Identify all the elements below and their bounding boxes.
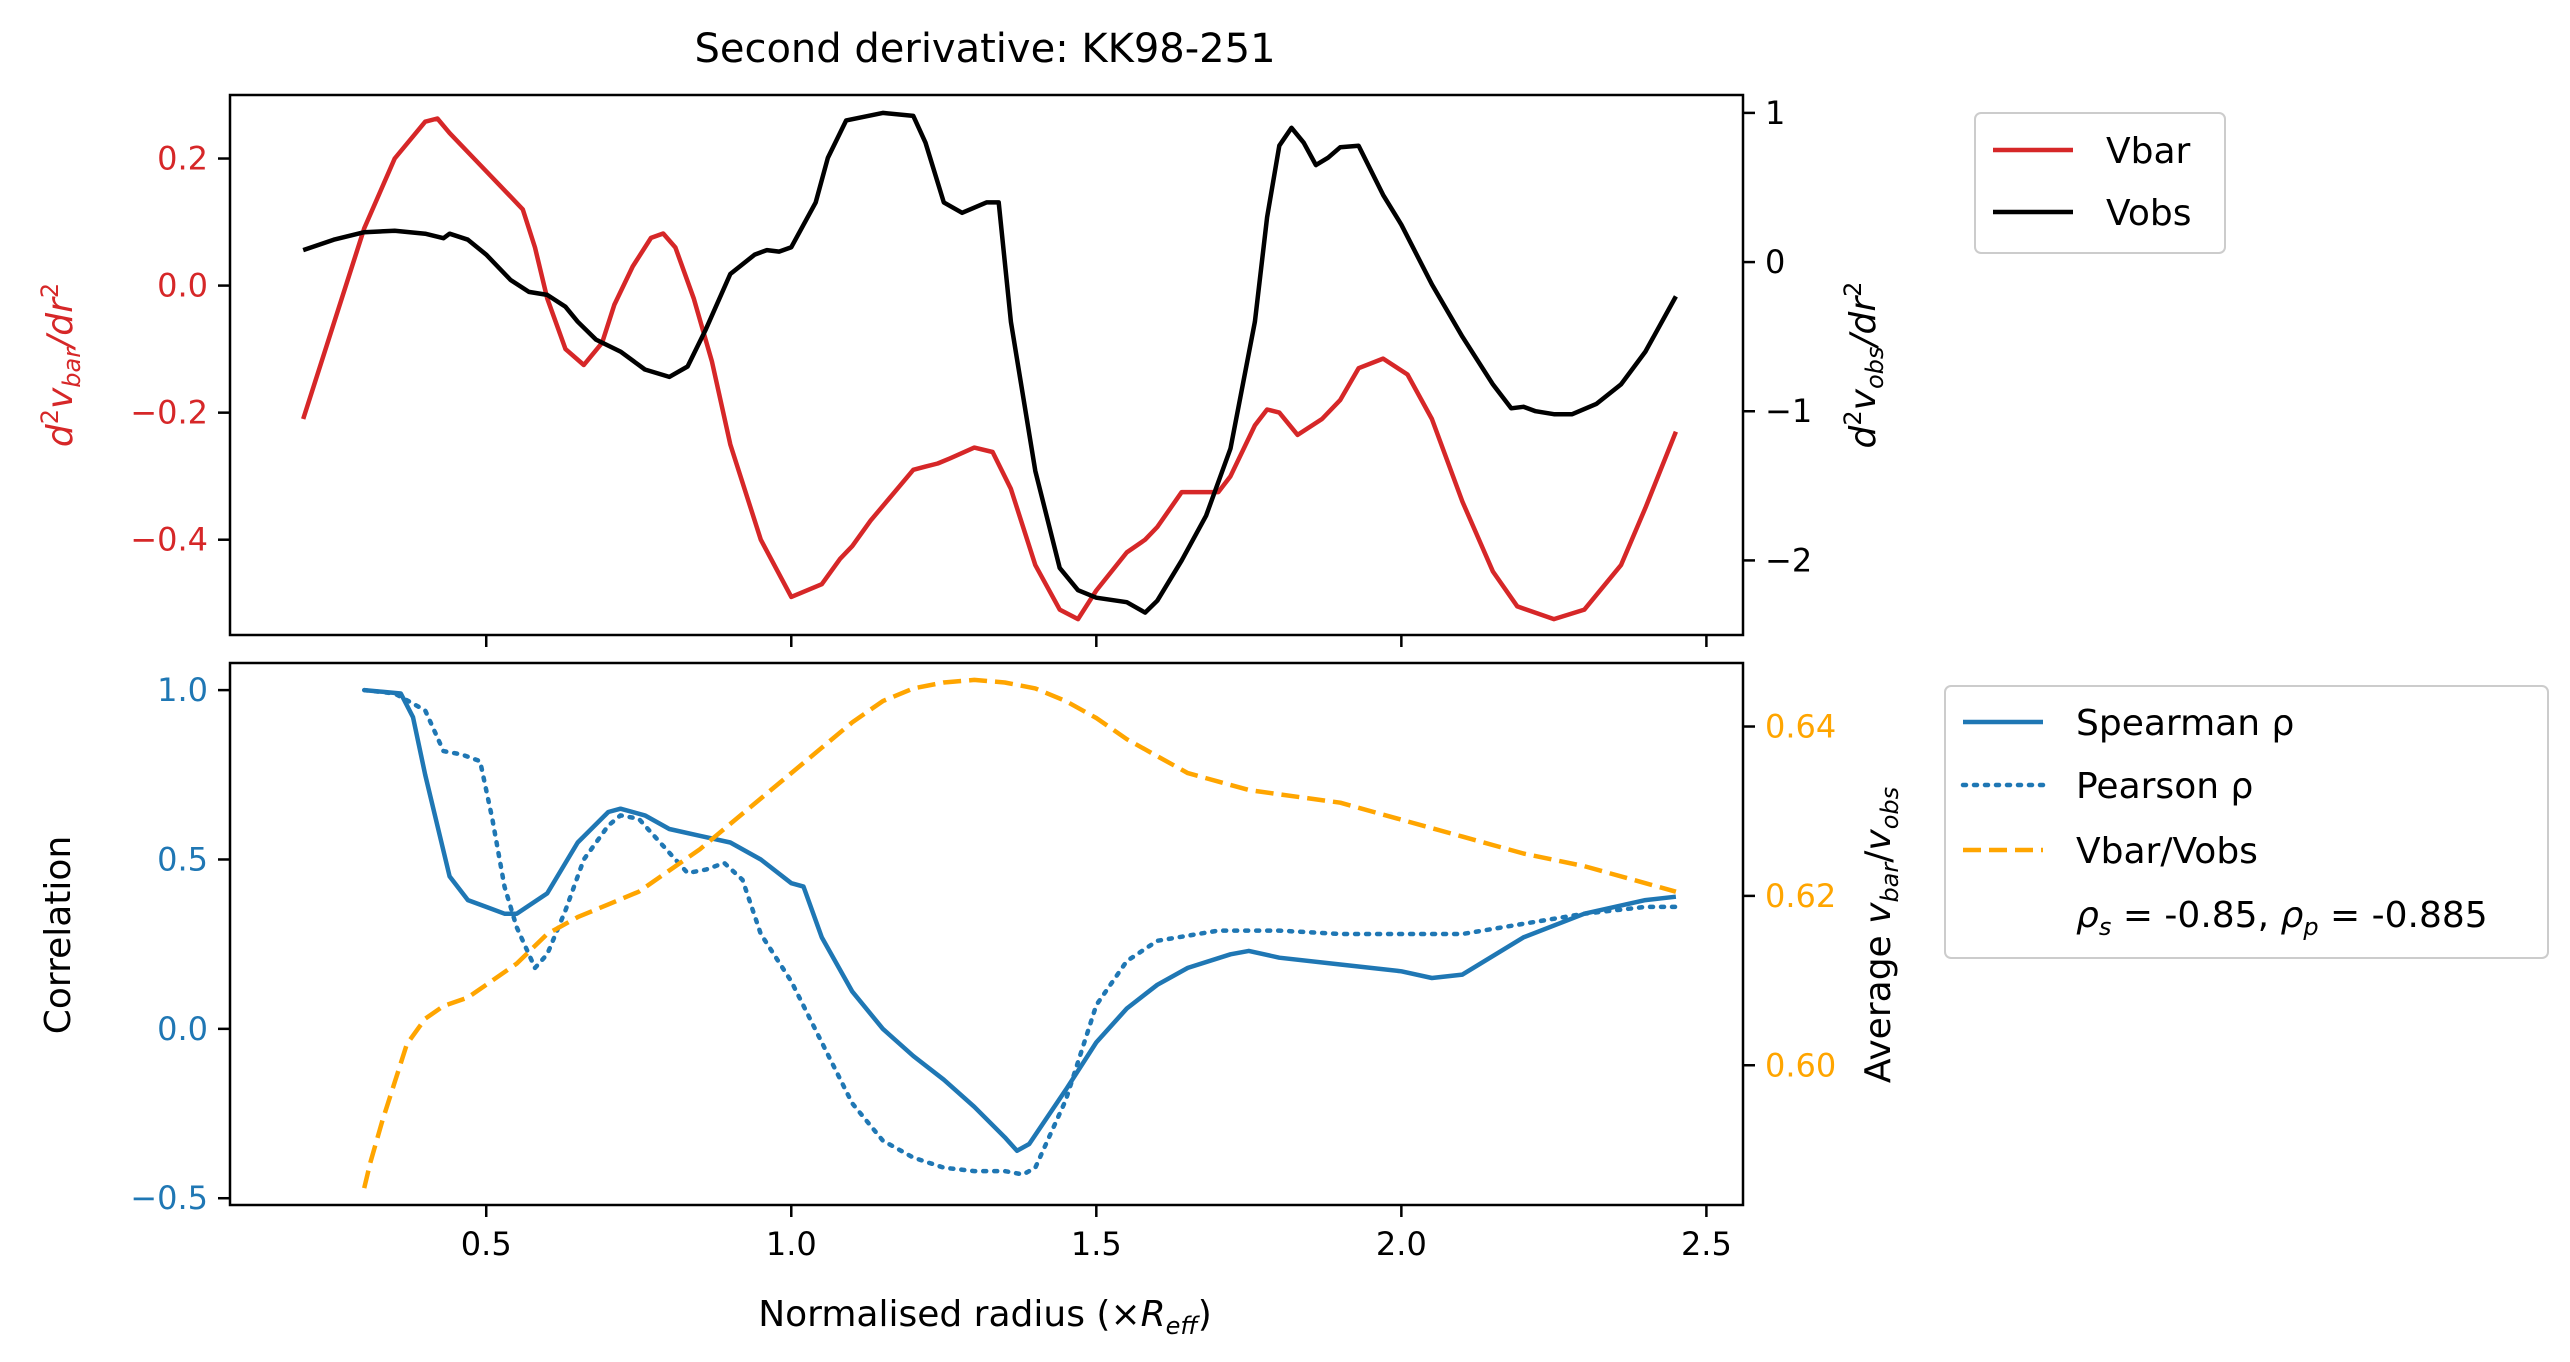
top-panel: 0.2 0.0 −0.2 −0.4 1 0 −1 −2 d2vbar/dr2 d2vobs/… — [36, 93, 2226, 647]
right-tick-label: 0 — [1765, 243, 1785, 281]
series-line-vbar — [301, 116, 1678, 622]
bottom-left-y-ticks: 1.0 0.5 0.0 −0.5 — [130, 671, 230, 1217]
figure-title: Second derivative: KK98-251 — [694, 26, 1275, 72]
top-left-y-ticks: 0.2 0.0 −0.2 −0.4 — [130, 140, 230, 559]
top-right-y-ticks: 1 0 −1 −2 — [1743, 94, 1812, 579]
top-x-ticks — [484, 635, 1708, 647]
legend-entry-vbar-vobs: Vbar/Vobs — [1963, 831, 2258, 872]
x-tick-label: 0.5 — [461, 1225, 512, 1263]
legend-entry-vobs: Vobs — [1993, 193, 2191, 234]
right-tick-label: 0.62 — [1765, 877, 1836, 915]
bottom-panel: 0.5 1.0 1.5 2.0 2.5 1.00.50.0−0.5 0.640.620.… — [38, 661, 2549, 1340]
left-tick-label: −0.5 — [130, 1179, 208, 1217]
legend-label-vbar: Vbar — [2106, 131, 2191, 172]
left-tick-label: 0.0 — [157, 1010, 208, 1048]
right-tick-label: 0.64 — [1765, 708, 1836, 746]
legend-correlation-stats: ρs = -0.85, ρp = -0.885 — [2076, 895, 2488, 941]
left-tick-label: 0.2 — [157, 140, 208, 178]
bottom-axes-frame — [228, 661, 1745, 1207]
series-line-vobs — [302, 110, 1678, 615]
legend-label-vobs: Vobs — [2106, 193, 2191, 234]
legend-label-spearman: Spearman ρ — [2076, 703, 2294, 744]
bottom-plot-lines — [361, 677, 1679, 1189]
x-axis-label: Normalised radius (×Reff) — [758, 1294, 1212, 1340]
right-tick-label: 0.60 — [1765, 1046, 1836, 1084]
series-line-spearman- — [363, 687, 1677, 1154]
top-right-axis-label: d2vobs/dr2 — [1839, 282, 1889, 449]
x-tick-label: 2.5 — [1681, 1225, 1732, 1263]
legend-entry-pearson: Pearson ρ — [1960, 766, 2253, 807]
bottom-right-y-ticks: 0.64 0.62 0.60 — [1743, 708, 1836, 1084]
right-tick-label: 1 — [1765, 94, 1785, 132]
left-tick-label: 0.0 — [157, 267, 208, 305]
top-axes-frame — [228, 93, 1745, 637]
legend-label-pearson: Pearson ρ — [2076, 766, 2253, 807]
legend-label-vbar-vobs: Vbar/Vobs — [2076, 831, 2258, 872]
series-line-pearson- — [361, 687, 1679, 1177]
bottom-right-axis-label: Average vbar/vobs — [1858, 787, 1904, 1083]
top-left-axis-label: d2vbar/dr2 — [36, 283, 86, 447]
legend-entry-spearman: Spearman ρ — [1963, 703, 2294, 744]
bottom-x-ticks: 0.5 1.0 1.5 2.0 2.5 — [461, 1205, 1732, 1263]
series-line-vbar-vobs — [362, 677, 1677, 1189]
right-tick-label: −2 — [1765, 541, 1812, 579]
legend-entry-vbar: Vbar — [1993, 131, 2191, 172]
left-tick-label: 0.5 — [157, 840, 208, 878]
left-tick-label: −0.2 — [130, 394, 208, 432]
x-tick-label: 1.5 — [1071, 1225, 1122, 1263]
right-tick-label: −1 — [1765, 392, 1812, 430]
top-legend: Vbar Vobs — [1974, 112, 2226, 254]
top-plot-lines — [301, 110, 1678, 622]
bottom-legend-frame — [1944, 685, 2549, 959]
bottom-legend: Spearman ρ Pearson ρ Vbar/Vobs ρs = -0.8… — [1944, 685, 2549, 959]
left-tick-label: −0.4 — [130, 521, 208, 559]
bottom-left-axis-label: Correlation — [38, 836, 79, 1035]
x-tick-label: 1.0 — [766, 1225, 817, 1263]
left-tick-label: 1.0 — [157, 671, 208, 709]
x-tick-label: 2.0 — [1376, 1225, 1427, 1263]
